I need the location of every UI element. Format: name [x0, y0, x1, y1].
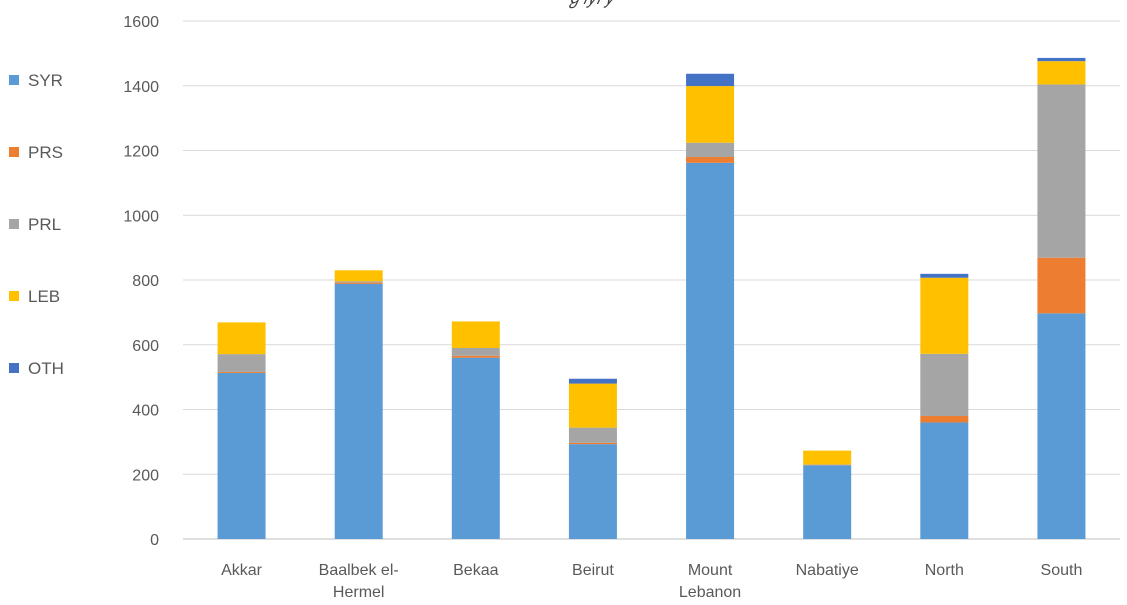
chart-title-fragment: ℊ𝑓𝑦𝑓 𝑦 — [566, 0, 617, 9]
legend: SYR PRS PRL LEB OTH — [9, 71, 64, 378]
legend-swatch-syr — [9, 75, 19, 85]
bar-segment-prl — [217, 354, 266, 372]
bar-segment-prs — [568, 442, 617, 445]
x-tick-label: Akkar — [221, 562, 263, 579]
y-tick-label: 1400 — [123, 79, 159, 96]
bar-segment-syr — [451, 357, 500, 539]
bar-segment-prl — [686, 142, 735, 157]
bar-segment-syr — [1037, 313, 1086, 539]
bar-segment-leb — [686, 86, 735, 143]
y-axis-ticks: 0 200 400 600 800 1000 1200 1400 1600 — [123, 14, 159, 549]
y-tick-label: 1600 — [123, 14, 159, 31]
x-tick-label: Baalbek el-Hermel — [319, 562, 399, 601]
y-tick-label: 600 — [132, 338, 159, 355]
bar-segment-leb — [334, 270, 383, 282]
y-tick-label: 800 — [132, 273, 159, 290]
bar-segment-prl — [1037, 84, 1086, 258]
bar-segment-syr — [568, 444, 617, 539]
x-tick-label: Mount Lebanon — [679, 562, 741, 601]
bar-segment-prs — [217, 371, 266, 373]
gridlines — [183, 20, 1120, 540]
legend-swatch-oth — [9, 363, 19, 373]
x-axis-ticks: Akkar Baalbek el-Hermel Bekaa Beirut Mount Le… — [221, 562, 1082, 601]
bar-segment-prs — [686, 156, 735, 163]
y-tick-label: 1000 — [123, 208, 159, 225]
legend-label-oth: OTH — [28, 359, 64, 378]
bar-segment-prs — [451, 355, 500, 358]
bar-segment-syr — [334, 283, 383, 539]
bar-segment-leb — [568, 383, 617, 428]
bar-segment-prl — [920, 353, 969, 416]
bar-segment-syr — [217, 372, 266, 539]
bar-segment-syr — [803, 465, 852, 539]
legend-label-prs: PRS — [28, 143, 63, 162]
bar-segment-prl — [568, 427, 617, 443]
legend-swatch-prl — [9, 219, 19, 229]
y-tick-label: 400 — [132, 403, 159, 420]
legend-label-leb: LEB — [28, 287, 60, 306]
bar-segment-prl — [451, 347, 500, 356]
x-tick-label: Bekaa — [453, 562, 498, 579]
x-tick-label: Beirut — [572, 562, 614, 579]
x-tick-label: North — [925, 562, 964, 579]
y-tick-label: 0 — [150, 532, 159, 549]
bar-segment-prs — [920, 415, 969, 423]
bar-segment-leb — [451, 321, 500, 348]
bars — [217, 57, 1086, 540]
bar-segment-prl — [334, 281, 383, 283]
bar-segment-leb — [1037, 61, 1086, 85]
bar-segment-leb — [803, 450, 852, 465]
bar-segment-oth — [920, 273, 969, 278]
bar-segment-syr — [920, 422, 969, 539]
bar-segment-leb — [217, 322, 266, 355]
bar-segment-prs — [1037, 257, 1086, 314]
legend-swatch-prs — [9, 147, 19, 157]
bar-segment-leb — [920, 277, 969, 354]
x-tick-label: Nabatiye — [796, 562, 859, 579]
bar-segment-oth — [686, 73, 735, 87]
bar-segment-syr — [686, 162, 735, 540]
bar-segment-oth — [1037, 57, 1086, 62]
x-tick-label: South — [1041, 562, 1083, 579]
y-tick-label: 1200 — [123, 144, 159, 161]
legend-label-prl: PRL — [28, 215, 61, 234]
bar-segment-oth — [568, 378, 617, 384]
legend-swatch-leb — [9, 291, 19, 301]
legend-label-syr: SYR — [28, 71, 63, 90]
y-tick-label: 200 — [132, 467, 159, 484]
bar-segment-prs — [334, 282, 383, 284]
